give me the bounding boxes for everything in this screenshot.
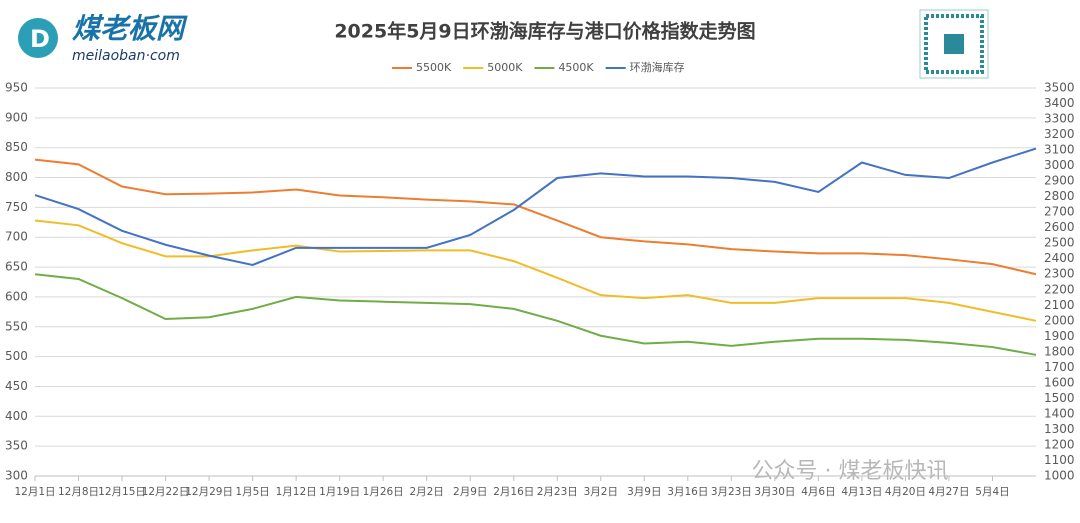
x-tick-label: 2月23日 <box>537 486 578 498</box>
y2-tick-label: 1600 <box>1044 375 1075 389</box>
y-tick-label: 950 <box>5 81 28 95</box>
x-tick-label: 12月29日 <box>185 486 233 498</box>
y2-tick-label: 1800 <box>1044 344 1075 358</box>
x-tick-label: 3月30日 <box>754 486 795 498</box>
x-tick-label: 4月27日 <box>928 486 969 498</box>
x-tick-label: 12月1日 <box>14 486 55 498</box>
y2-tick-label: 2900 <box>1044 174 1075 188</box>
y2-tick-label: 1200 <box>1044 437 1075 451</box>
watermark: 公众号 · 煤老板快讯 <box>752 459 949 484</box>
y2-tick-label: 2500 <box>1044 236 1075 250</box>
y-tick-label: 750 <box>5 200 28 214</box>
y2-tick-label: 3400 <box>1044 96 1075 110</box>
y2-tick-label: 2300 <box>1044 267 1075 281</box>
x-tick-label: 3月16日 <box>667 486 708 498</box>
logo-letter: D <box>30 25 50 53</box>
series-line <box>34 158 1037 276</box>
qr-code <box>919 9 989 79</box>
x-tick-label: 2月9日 <box>453 486 487 498</box>
series-line <box>34 147 1037 266</box>
y-tick-label: 800 <box>5 170 28 184</box>
x-tick-label: 2月2日 <box>410 486 444 498</box>
logo-icon <box>18 18 58 58</box>
x-tick-label: 2月16日 <box>493 486 534 498</box>
series-line <box>34 273 1037 356</box>
legend-label: 5000K <box>487 61 523 74</box>
x-tick-label: 12月8日 <box>58 486 99 498</box>
y2-tick-label: 1900 <box>1044 329 1075 343</box>
qr-center <box>944 34 964 54</box>
y-tick-label: 500 <box>5 349 28 363</box>
x-tick-label: 12月15日 <box>98 486 146 498</box>
y-tick-label: 350 <box>5 439 28 453</box>
x-tick-label: 1月12日 <box>276 486 317 498</box>
x-tick-label: 4月13日 <box>841 486 882 498</box>
y-tick-label: 550 <box>5 319 28 333</box>
y2-tick-label: 1300 <box>1044 422 1075 436</box>
y2-tick-label: 2400 <box>1044 251 1075 265</box>
x-tick-label: 4月20日 <box>885 486 926 498</box>
y2-tick-label: 2600 <box>1044 220 1075 234</box>
y2-tick-label: 2700 <box>1044 205 1075 219</box>
y-tick-label: 650 <box>5 260 28 274</box>
logo-site: meilaoban·com <box>72 48 180 64</box>
qr-pattern <box>924 14 984 74</box>
x-tick-label: 3月9日 <box>627 486 661 498</box>
legend-label: 环渤海库存 <box>630 60 685 74</box>
y2-tick-label: 2000 <box>1044 313 1075 327</box>
y-tick-label: 450 <box>5 379 28 393</box>
x-tick-label: 4月6日 <box>801 486 835 498</box>
x-tick-label: 3月2日 <box>584 486 618 498</box>
y-tick-label: 600 <box>5 289 28 303</box>
y2-tick-label: 1500 <box>1044 391 1075 405</box>
y2-tick-label: 1400 <box>1044 406 1075 420</box>
y2-tick-label: 1000 <box>1044 469 1075 483</box>
x-tick-label: 1月26日 <box>363 486 404 498</box>
x-tick-label: 1月5日 <box>235 486 269 498</box>
x-tick-label: 12月22日 <box>142 486 190 498</box>
y-tick-label: 850 <box>5 140 28 154</box>
x-tick-label: 5月4日 <box>975 486 1009 498</box>
y2-tick-label: 3300 <box>1044 112 1075 126</box>
logo-name: 煤老板网 <box>72 12 188 45</box>
y-tick-label: 400 <box>5 409 28 423</box>
y2-tick-label: 3500 <box>1044 81 1075 95</box>
legend-label: 5500K <box>416 61 452 74</box>
series-line <box>34 219 1037 322</box>
chart-title: 2025年5月9日环渤海库存与港口价格指数走势图 <box>334 20 755 43</box>
y2-tick-label: 2100 <box>1044 298 1075 312</box>
y-tick-label: 700 <box>5 230 28 244</box>
y-tick-label: 900 <box>5 110 28 124</box>
y2-tick-label: 2800 <box>1044 189 1075 203</box>
y2-tick-label: 3000 <box>1044 158 1075 172</box>
y2-tick-label: 2200 <box>1044 282 1075 296</box>
y2-tick-label: 1100 <box>1044 453 1075 467</box>
legend-label: 4500K <box>558 61 594 74</box>
y2-tick-label: 3100 <box>1044 143 1075 157</box>
y-tick-label: 300 <box>5 469 28 483</box>
y2-tick-label: 3200 <box>1044 127 1075 141</box>
y2-tick-label: 1700 <box>1044 360 1075 374</box>
x-tick-label: 3月23日 <box>711 486 752 498</box>
x-tick-label: 1月19日 <box>319 486 360 498</box>
logo: D 煤老板网 meilaoban·com <box>18 12 188 64</box>
